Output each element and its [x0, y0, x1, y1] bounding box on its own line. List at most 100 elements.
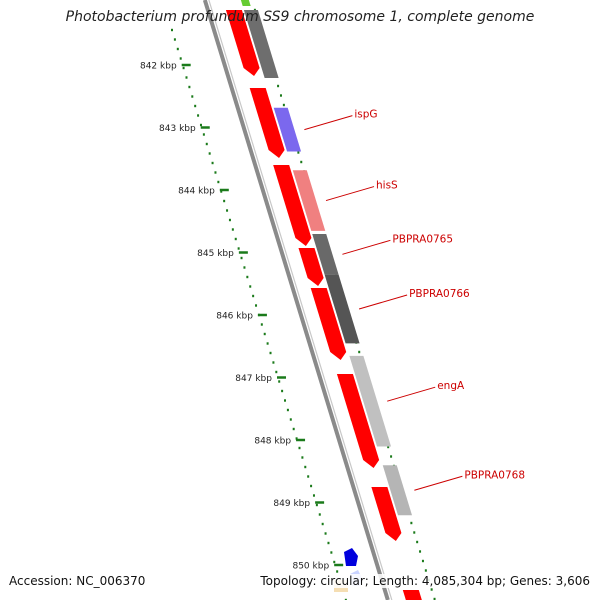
- ruler-dot: [199, 123, 202, 127]
- gene-label: PBPRA0768: [464, 469, 525, 481]
- ruler-dot: [237, 247, 240, 250]
- band-dot: [421, 559, 424, 563]
- ruler-dot: [327, 541, 330, 545]
- ruler-dot: [173, 38, 176, 41]
- ruler-dot: [220, 190, 223, 193]
- band-dot: [297, 151, 300, 154]
- ruler-dot: [211, 161, 214, 165]
- forward-cds-arrow: [310, 288, 347, 360]
- ruler-dot: [223, 199, 226, 203]
- gene-callout-line: [387, 386, 436, 402]
- ruler-dot: [310, 484, 313, 488]
- ruler-dot: [269, 351, 272, 355]
- ruler-dot: [197, 114, 200, 117]
- ruler-dot: [315, 503, 318, 507]
- forward-cds-arrow: [249, 88, 285, 158]
- ruler-dot: [324, 532, 327, 535]
- ruler-dot: [205, 142, 208, 146]
- ruler-dot: [176, 47, 179, 51]
- ruler-dot: [171, 28, 173, 32]
- ruler-dot: [333, 560, 336, 564]
- ruler-dot: [260, 323, 263, 326]
- gene-block-green: [240, 0, 251, 6]
- backbone-highlight: [208, 0, 393, 600]
- gene-label: ispG: [354, 109, 377, 121]
- forward-cds-arrow: [336, 374, 380, 468]
- ruler-dot: [292, 427, 295, 431]
- ruler-dot: [255, 304, 258, 307]
- ruler-dot: [214, 171, 217, 174]
- ruler-label: 842 kbp: [140, 62, 177, 72]
- ruler-dot: [179, 57, 182, 60]
- ruler-dot: [298, 446, 301, 450]
- ruler-dot: [278, 380, 281, 383]
- feature-layer: [225, 10, 422, 600]
- gene-block-pbpra0765: [312, 234, 339, 275]
- gene-label: PBPRA0765: [392, 233, 453, 245]
- ruler-dot: [217, 180, 220, 184]
- backbone-line: [202, 0, 390, 600]
- ruler-dot: [275, 370, 278, 374]
- band-dot: [279, 94, 282, 97]
- ruler-dot: [252, 294, 255, 298]
- gene-block-pbpra0766: [324, 274, 360, 344]
- ruler-dot: [286, 408, 289, 412]
- accession-label: Accession: NC_006370: [9, 574, 150, 588]
- backbone-layer: [202, 0, 393, 600]
- ruler-label: 850 kbp: [292, 562, 329, 572]
- reverse-cds-arrow: [344, 548, 358, 566]
- ruler-layer: 842 kbp 843 kbp 844 kbp 845 kbp 846 kbp 847 k…: [140, 8, 436, 600]
- band-dot: [416, 540, 419, 544]
- ruler-dot: [284, 399, 287, 402]
- ruler-dot: [321, 522, 324, 526]
- ruler-dot: [202, 133, 205, 136]
- ruler-dot: [226, 209, 229, 212]
- ruler-dot: [185, 76, 188, 79]
- gene-callout-line: [358, 294, 408, 310]
- band-dot: [277, 84, 280, 88]
- ruler-dot: [336, 570, 339, 573]
- ruler-label: 847 kbp: [235, 374, 272, 384]
- ruler-dot: [182, 66, 185, 70]
- gene-block-pbpra0768: [382, 465, 413, 516]
- ruler-dot: [228, 218, 231, 222]
- band-dot: [433, 597, 436, 600]
- gene-callout-line: [342, 239, 391, 255]
- forward-cds-arrow: [371, 487, 402, 541]
- band-dot: [424, 569, 427, 572]
- ruler-dot: [191, 95, 194, 98]
- forward-cds-arrow: [225, 10, 260, 76]
- ruler-dot: [234, 237, 237, 241]
- ruler-dot: [295, 437, 298, 440]
- ruler-dot: [194, 104, 197, 108]
- ruler-label: 846 kbp: [216, 312, 253, 322]
- gene-callout-line: [414, 475, 463, 491]
- ruler-dot: [330, 551, 333, 554]
- ruler-dot: [304, 465, 307, 469]
- ruler-dot: [318, 513, 321, 516]
- band-dot: [282, 103, 285, 107]
- ruler-dot: [312, 494, 315, 497]
- band-dot: [413, 531, 416, 534]
- band-dot: [419, 550, 422, 553]
- ruler-dot: [243, 266, 246, 269]
- ruler-label: 848 kbp: [254, 437, 291, 447]
- ruler-label: 849 kbp: [273, 499, 310, 509]
- gene-layer: ispG hisS PBPRA0765 PBPRA0766 engA PBPRA0768: [273, 107, 525, 516]
- ruler-dot: [246, 275, 249, 279]
- forward-cds-arrow: [298, 248, 324, 286]
- gene-label: hisS: [376, 180, 398, 192]
- ruler-dot: [344, 598, 347, 600]
- ruler-dot: [272, 361, 275, 364]
- gene-block-hiss: [292, 170, 326, 231]
- gene-block-unlabeled: [243, 10, 279, 78]
- ruler-label: 845 kbp: [197, 249, 234, 259]
- band-dot: [358, 350, 361, 354]
- band-dot: [387, 445, 390, 449]
- ruler-dot: [188, 85, 191, 89]
- gene-callout-line: [325, 186, 375, 202]
- gene-block-ispg: [273, 107, 302, 152]
- ruler-dot: [208, 152, 211, 155]
- ruler-dot: [281, 389, 284, 393]
